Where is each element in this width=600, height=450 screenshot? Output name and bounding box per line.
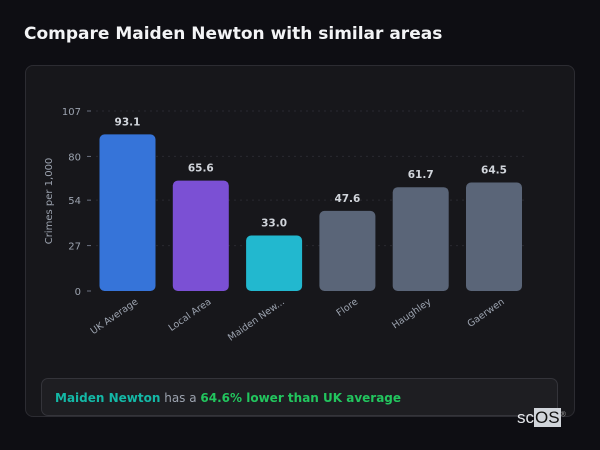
- y-tick-label: 107: [62, 107, 81, 118]
- page-title: Compare Maiden Newton with similar areas: [24, 24, 443, 44]
- x-tick-label: Local Area: [167, 296, 214, 333]
- y-tick-label: 0: [75, 287, 81, 298]
- y-axis-label: Crimes per 1,000: [44, 158, 55, 245]
- data-label: 61.7: [408, 169, 434, 181]
- bar-flore: [319, 210, 376, 291]
- y-tick-label: 27: [68, 242, 81, 253]
- summary-middle: has a: [160, 391, 201, 405]
- scos-logo: scOS®: [517, 408, 566, 427]
- summary-comparison: 64.6% lower than UK average: [200, 391, 402, 405]
- x-tick-label: UK Average: [89, 296, 141, 337]
- x-tick-label: Gaerwen: [466, 296, 507, 329]
- data-label: 64.5: [481, 164, 507, 176]
- data-label: 65.6: [188, 163, 214, 175]
- summary-box: Maiden Newton has a 64.6% lower than UK …: [41, 378, 558, 416]
- bar-local-area: [172, 180, 229, 291]
- bar-gaerwen: [466, 182, 522, 291]
- data-label: 47.6: [334, 193, 360, 205]
- x-tick-label: Maiden New...: [226, 296, 287, 343]
- bar-maiden-newton: [246, 235, 303, 291]
- bar-haughley: [392, 187, 449, 291]
- bar-uk-average: [99, 134, 156, 291]
- data-label: 93.1: [115, 116, 141, 128]
- y-tick-label: 80: [68, 152, 81, 163]
- summary-area: Maiden Newton: [55, 391, 161, 405]
- data-label: 33.0: [261, 217, 287, 229]
- x-tick-label: Flore: [335, 296, 361, 319]
- y-tick-label: 54: [68, 196, 81, 207]
- x-tick-label: Haughley: [390, 296, 434, 331]
